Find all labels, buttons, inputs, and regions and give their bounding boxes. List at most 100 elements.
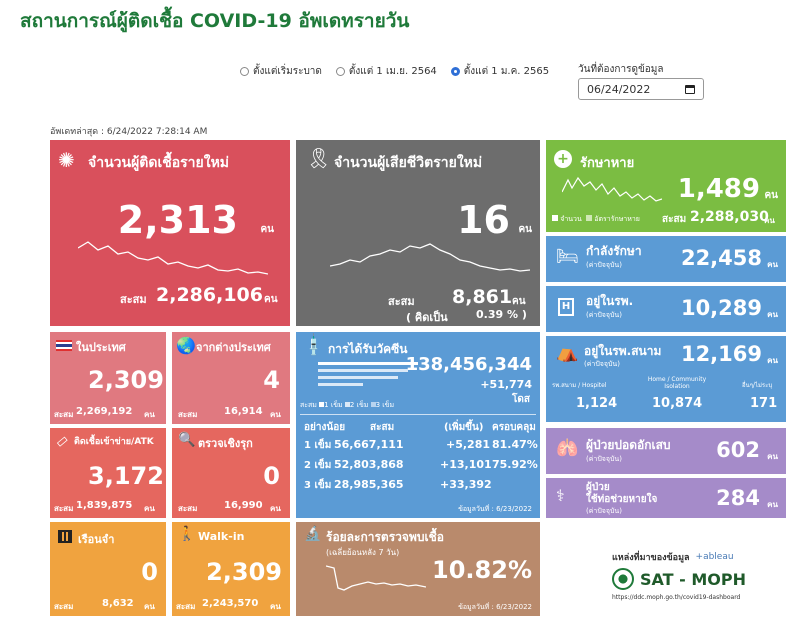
walking-person-icon: 🚶 <box>178 526 196 542</box>
new-cases-card: ✺ จำนวนผู้ติดเชื้อรายใหม่ 2,313 คน สะสม … <box>50 140 290 326</box>
vaccine-table: อย่างน้อย สะสม (เพิ่มขึ้น) ครอบคลุม 1 เข… <box>304 420 538 498</box>
prison-cum-label: สะสม <box>54 602 74 611</box>
vaccine-title: การได้รับวัคซีน <box>328 342 408 356</box>
source-block: แหล่งที่มาของข้อมูล +ableau SAT - MOPH h… <box>612 550 792 601</box>
vaccine-legend: สะสม 1 เข็ม 2 เข็ม 3 เข็ม <box>300 401 395 409</box>
vaccine-progress-bars <box>318 362 418 386</box>
breakdown-label: รพ.สนาม / Hospitel <box>552 382 607 389</box>
positivity-card: 🔬 ร้อยละการตรวจพบเชื้อ (เฉลี่ยย้อนหลัง 7… <box>296 522 540 616</box>
breakdown-value: 171 <box>750 396 778 411</box>
vaccine-dose-unit: โดส <box>512 394 530 405</box>
prison-cum-value: 8,632 <box>102 598 134 609</box>
date-picker-label: วันที่ต้องการดูข้อมูล <box>578 64 664 75</box>
recovered-cum-unit: คน <box>764 216 775 225</box>
breakdown-label: Home / Community Isolation <box>647 376 707 390</box>
radio-since-apr-2564[interactable]: ตั้งแต่ 1 เม.ย. 2564 <box>335 64 437 79</box>
search-icon: 🔍 <box>178 432 196 448</box>
breakdown-value: 1,124 <box>576 396 618 411</box>
atk-cum-label: สะสม <box>54 504 74 513</box>
ventilator-card: ⚕ ผู้ป่วย ใช้ท่อช่วยหายใจ (ค่าปัจจุบัน) … <box>546 478 786 518</box>
abroad-cum-label: สะสม <box>178 410 198 419</box>
in-treatment-value: 22,458 <box>680 246 762 270</box>
abroad-title: จากต่างประเทศ <box>196 341 271 354</box>
pneumonia-unit: คน <box>767 452 778 461</box>
positivity-sparkline <box>326 565 426 591</box>
active-search-value: 0 <box>263 462 280 490</box>
tent-icon: ⛺ <box>556 342 579 363</box>
virus-icon: ✺ <box>58 148 75 172</box>
domestic-cum-value: 2,269,192 <box>76 406 133 417</box>
new-cases-title: จำนวนผู้ติดเชื้อรายใหม่ <box>88 155 230 171</box>
field-hospital-note: (ค่าปัจจุบัน) <box>584 360 620 368</box>
ventilator-note: (ค่าปัจจุบัน) <box>586 507 622 515</box>
source-url[interactable]: https://ddc.moph.go.th/covid19-dashboard <box>612 594 741 601</box>
vaccine-bar-dose2 <box>318 376 398 379</box>
prison-bars-icon <box>58 530 72 543</box>
vaccine-bar-dose1 <box>318 369 408 372</box>
microscope-icon: 🔬 <box>304 526 322 542</box>
radio-dot[interactable] <box>335 67 345 76</box>
field-hospital-card: ⛺ อยู่ในรพ.สนาม (ค่าปัจจุบัน) 12,169 คน … <box>546 336 786 422</box>
field-hospital-breakdown: รพ.สนาม / Hospitel 1,124 Home / Communit… <box>546 376 786 420</box>
radio-dot-selected[interactable] <box>450 67 460 76</box>
walkin-cum-unit: คน <box>270 602 281 611</box>
recovered-cum-label: สะสม <box>662 214 687 225</box>
ventilator-unit: คน <box>767 500 778 509</box>
walkin-cum-label: สะสม <box>176 602 196 611</box>
new-cases-cum-label: สะสม <box>120 293 147 306</box>
vaccine-table-row: 3 เข็ม 28,985,365 +33,392 <box>304 478 492 491</box>
deaths-cum-label: สะสม <box>388 295 415 308</box>
prison-cum-unit: คน <box>144 602 155 611</box>
ventilator-title-line1: ผู้ป่วย <box>586 482 610 493</box>
recovered-unit: คน <box>764 190 778 201</box>
prison-card: เรือนจำ 0 สะสม 8,632 คน <box>50 522 166 616</box>
recovered-cum-value: 2,288,030 <box>690 209 769 225</box>
active-search-cum-label: สะสม <box>178 504 198 513</box>
field-hospital-title: อยู่ในรพ.สนาม <box>584 344 662 358</box>
positivity-data-date: ข้อมูลวันที่ : 6/23/2022 <box>458 603 532 611</box>
hospital-building-icon: H <box>558 298 574 316</box>
pneumonia-card: 🫁 ผู้ป่วยปอดอักเสบ (ค่าปัจจุบัน) 602 คน <box>546 428 786 474</box>
date-picker-input[interactable]: 06/24/2022 <box>578 78 704 100</box>
vaccine-table-header: อย่างน้อย สะสม (เพิ่มขึ้น) ครอบคลุม <box>304 422 536 433</box>
ventilator-icon: ⚕ <box>556 486 565 505</box>
atk-cum-value: 1,839,875 <box>76 500 133 511</box>
ventilator-value: 284 <box>716 486 760 510</box>
field-hospital-unit: คน <box>767 356 778 365</box>
ribbon-icon: 🎗 <box>306 146 332 170</box>
positivity-title: ร้อยละการตรวจพบเชื้อ <box>326 530 444 544</box>
test-kit-icon: ▭ <box>52 431 72 452</box>
recovered-value: 1,489 <box>677 174 760 204</box>
abroad-cum-unit: คน <box>270 410 281 419</box>
abroad-card: 🌏 จากต่างประเทศ 4 สะสม 16,914 คน <box>172 332 290 424</box>
radio-since-outbreak[interactable]: ตั้งแต่เริ่มระบาด <box>240 64 322 79</box>
recovered-title: รักษาหาย <box>580 156 635 171</box>
globe-icon: 🌏 <box>176 336 196 355</box>
legend-square-icon <box>370 402 376 407</box>
deaths-card: 🎗 จำนวนผู้เสียชีวิตรายใหม่ 16 คน สะสม 8,… <box>296 140 540 326</box>
radio-dot[interactable] <box>240 67 249 76</box>
atk-title: ติดเชื้อเข้าข่าย/ATK <box>74 437 154 447</box>
breakdown-label: อื่นๆ/ไม่ระบุ <box>742 382 773 389</box>
vaccine-divider <box>300 414 536 415</box>
walkin-cum-value: 2,243,570 <box>202 598 259 609</box>
recovered-sparkline <box>562 176 662 202</box>
in-treatment-card: 🛏 กำลังรักษา (ค่าปัจจุบัน) 22,458 คน <box>546 236 786 282</box>
abroad-value: 4 <box>263 366 280 394</box>
vaccine-table-row: 1 เข็ม 56,667,111 +5,281 81.47% <box>304 438 538 451</box>
pneumonia-title: ผู้ป่วยปอดอักเสบ <box>586 438 671 452</box>
legend-square-icon <box>586 215 593 221</box>
page-title: สถานการณ์ผู้ติดเชื้อ COVID-19 อัพเดทรายว… <box>20 10 410 32</box>
hospital-title: อยู่ในรพ. <box>586 294 634 308</box>
in-treatment-note: (ค่าปัจจุบัน) <box>586 261 622 269</box>
calendar-icon[interactable] <box>685 84 695 94</box>
hospital-value: 10,289 <box>680 296 762 320</box>
deaths-cum-value: 8,861 <box>452 286 513 308</box>
last-updated: อัพเดทล่าสุด : 6/24/2022 7:28:14 AM <box>50 127 208 137</box>
domestic-title: ในประเทศ <box>76 341 126 354</box>
source-label: แหล่งที่มาของข้อมูล <box>612 553 690 563</box>
brand-name: SAT - MOPH <box>640 569 746 589</box>
active-search-card: 🔍 ตรวจเชิงรุก 0 สะสม 16,990 คน <box>172 428 290 518</box>
radio-since-jan-2565[interactable]: ตั้งแต่ 1 ม.ค. 2565 <box>450 64 549 79</box>
legend-square-icon <box>552 215 558 221</box>
